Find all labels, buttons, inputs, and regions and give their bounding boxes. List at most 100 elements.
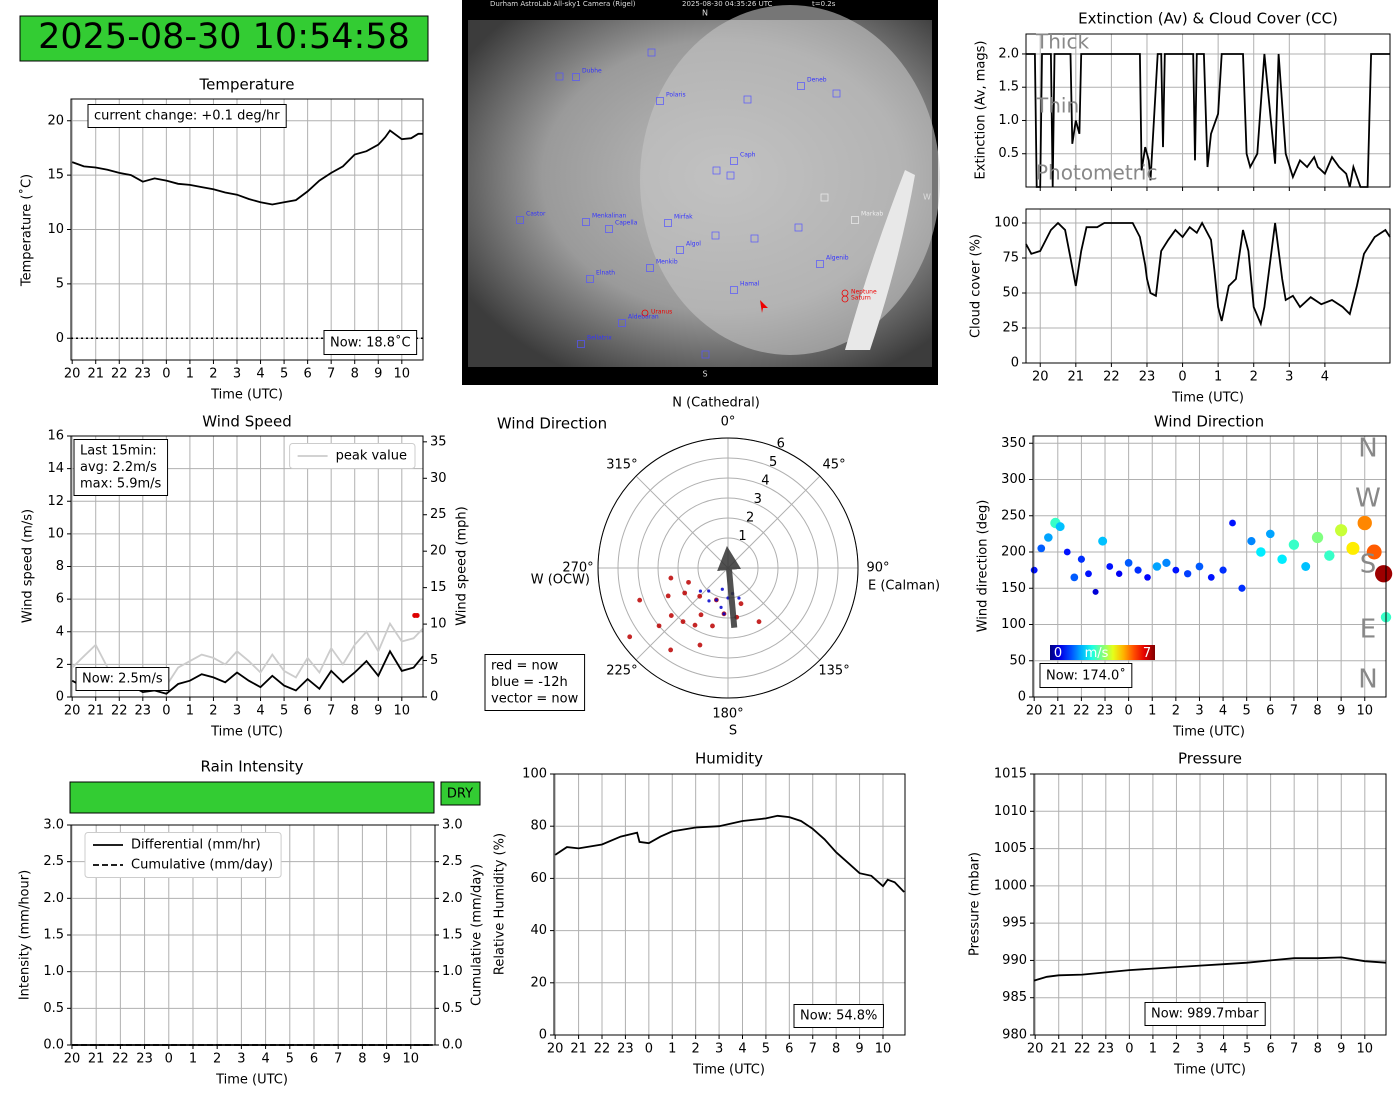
data-point <box>668 647 674 653</box>
x-tick-label: 23 <box>135 367 152 382</box>
x-tick-label: 9 <box>1337 1042 1345 1057</box>
colorbar-tick-label: 7 <box>1143 646 1151 661</box>
grid-spoke <box>727 567 821 661</box>
data-point <box>697 642 703 648</box>
x-tick-label: 5 <box>280 367 288 382</box>
annotation-text: avg: 2.2m/s <box>80 460 157 475</box>
legend-label: peak value <box>336 449 407 464</box>
y-tick-label: 200 <box>1001 545 1026 560</box>
theta-tick-label: 270° <box>562 561 593 576</box>
r-tick-label: 5 <box>769 455 777 470</box>
y2-tick-label: 30 <box>430 471 447 486</box>
data-point <box>1044 533 1053 542</box>
data-point <box>1247 537 1256 546</box>
data-point <box>737 596 741 600</box>
direction-label: N (Cathedral) <box>672 396 760 411</box>
x-tick-label: 1 <box>189 1052 197 1067</box>
y-tick-label: 20 <box>47 113 64 128</box>
plot-frame <box>70 824 436 1046</box>
theta-tick-label: 225° <box>606 664 637 679</box>
x-tick-label: 6 <box>1266 704 1274 719</box>
x-tick-label: 8 <box>1314 1042 1322 1057</box>
y-tick-label: 2.0 <box>998 46 1019 61</box>
planet-marker <box>841 295 849 303</box>
data-point <box>414 612 420 618</box>
x-tick-label: 0 <box>1125 1042 1133 1057</box>
star-marker <box>646 264 654 272</box>
y-tick-label: 350 <box>1001 436 1026 451</box>
y-tick-label: 60 <box>530 871 547 886</box>
data-point <box>1219 566 1227 574</box>
annotation-text: max: 5.9m/s <box>80 477 162 492</box>
x-tick-label: 7 <box>327 704 335 719</box>
star-label: Algol <box>686 241 701 248</box>
legend-box <box>289 443 416 469</box>
colorbar-tick-label: 0 <box>1054 646 1062 661</box>
x-tick-label: 20 <box>64 1052 81 1067</box>
chart-title: Temperature <box>198 76 294 94</box>
zone-label: Thick <box>1035 30 1089 54</box>
y-tick-label: 150 <box>1001 581 1026 596</box>
x-tick-label: 3 <box>233 704 241 719</box>
data-point <box>1311 531 1324 544</box>
compass-label: W <box>1355 484 1381 514</box>
r-tick-label: 2 <box>746 510 754 525</box>
star-label: Dubhe <box>582 68 602 75</box>
data-point <box>692 622 698 628</box>
plot-frame <box>70 435 424 698</box>
star-label: Algenib <box>826 255 849 262</box>
annotation: Now: 2.5m/s <box>75 667 170 691</box>
data-line <box>1025 221 1391 327</box>
y2-tick-label: 0 <box>430 690 438 705</box>
annotation-text: blue = -12h <box>491 675 568 690</box>
star-marker <box>656 97 664 105</box>
x-tick-label: 10 <box>403 1052 420 1067</box>
data-point <box>1037 544 1046 553</box>
data-line <box>1033 956 1387 982</box>
grid-spoke <box>727 475 821 569</box>
x-tick-label: 7 <box>809 1042 817 1057</box>
x-tick-label: 10 <box>1357 1042 1374 1057</box>
x-tick-label: 2 <box>209 367 217 382</box>
annotation-box <box>793 1004 884 1028</box>
star-marker <box>750 234 759 243</box>
x-tick-label: 10 <box>394 367 411 382</box>
data-point <box>722 612 726 616</box>
sky-camera <box>462 0 940 385</box>
star-label: Polaris <box>666 92 686 99</box>
data-point <box>1144 574 1151 581</box>
data-point <box>686 579 691 585</box>
data-point <box>738 601 744 607</box>
data-point <box>665 593 671 599</box>
annotation-box <box>1144 1002 1266 1026</box>
data-point <box>1277 554 1287 564</box>
data-point <box>698 589 703 593</box>
y-tick-label: 1010 <box>994 804 1027 819</box>
y-tick-label: 15 <box>47 168 64 183</box>
legend: Differential (mm/hr) Cumulative (mm/day) <box>84 832 282 878</box>
x-tick-label: 5 <box>280 704 288 719</box>
annotation-text: vector = now <box>491 692 579 707</box>
y-axis-label: Relative Humidity (%) <box>493 833 508 975</box>
star-marker <box>586 275 594 283</box>
x-tick-label: 3 <box>715 1042 723 1057</box>
data-point <box>1172 566 1180 574</box>
star-marker <box>701 350 710 359</box>
star-label: Hamal <box>740 281 760 288</box>
y2-tick-label: 0.0 <box>442 1038 463 1053</box>
star-marker <box>726 171 735 180</box>
wind-vector <box>717 546 742 628</box>
star-label: Mirfak <box>674 214 693 221</box>
y2-tick-label: 20 <box>430 544 447 559</box>
chart-title: Wind Direction <box>1154 413 1264 431</box>
y-axis-label: Temperature (˚C) <box>19 174 35 287</box>
star-marker <box>730 286 738 294</box>
r-tick-label: 4 <box>761 473 769 488</box>
y2-tick-label: 1.0 <box>442 964 463 979</box>
x-tick-label: 21 <box>87 704 104 719</box>
x-tick-label: 4 <box>261 1052 269 1067</box>
data-point <box>1134 566 1142 574</box>
grid-spoke <box>635 567 729 661</box>
legend-label: Differential (mm/hr) <box>131 838 261 853</box>
